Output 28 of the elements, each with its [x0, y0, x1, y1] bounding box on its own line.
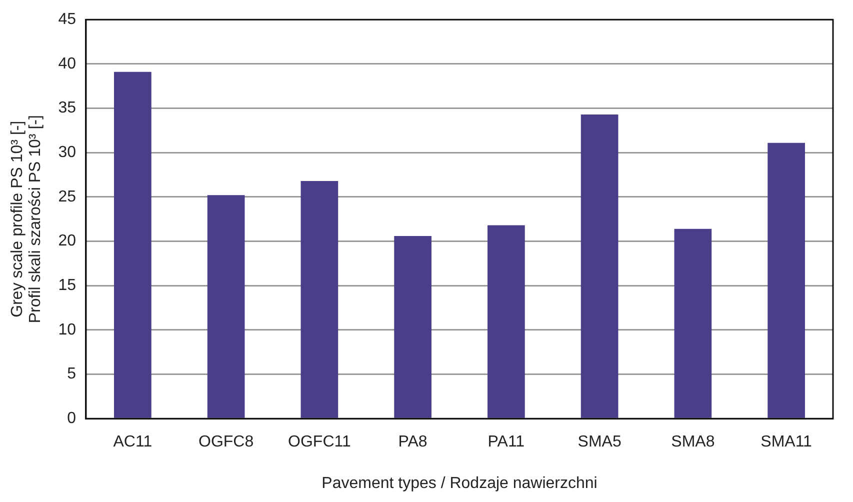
y-tick-label: 15: [58, 277, 76, 294]
bar: [580, 114, 618, 418]
y-axis-title: Grey scale profile PS 10³ [-] Profil skali szarości PS 10³ [-]: [9, 115, 44, 324]
x-tick-label: PA11: [488, 434, 525, 451]
x-tick-label: PA8: [398, 434, 428, 451]
x-tick-label: SMA8: [671, 434, 715, 451]
bar: [394, 236, 432, 418]
x-tick-label: OGFC11: [288, 434, 351, 451]
bar: [114, 72, 152, 418]
bar: [207, 195, 245, 418]
y-tick-label: 10: [58, 321, 76, 338]
y-tick-label: 45: [58, 11, 76, 28]
y-tick-label: 5: [67, 366, 76, 383]
bar: [300, 180, 338, 418]
x-axis-title: Pavement types / Rodzaje nawierzchni: [322, 474, 598, 492]
y-tick-label: 40: [58, 55, 76, 72]
x-tick-label: SMA11: [760, 434, 812, 451]
y-tick-label: 35: [58, 100, 76, 117]
y-tick-label: 25: [58, 188, 76, 206]
bar: [488, 225, 525, 418]
y-tick-label: 0: [67, 410, 76, 428]
bar: [768, 142, 805, 418]
y-tick-label: 20: [58, 232, 76, 250]
x-tick-label: OGFC8: [198, 434, 254, 451]
x-tick-label: AC11: [113, 434, 152, 451]
bar: [674, 228, 712, 418]
y-tick-label: 30: [58, 144, 76, 162]
x-tick-label: SMA5: [578, 434, 622, 451]
